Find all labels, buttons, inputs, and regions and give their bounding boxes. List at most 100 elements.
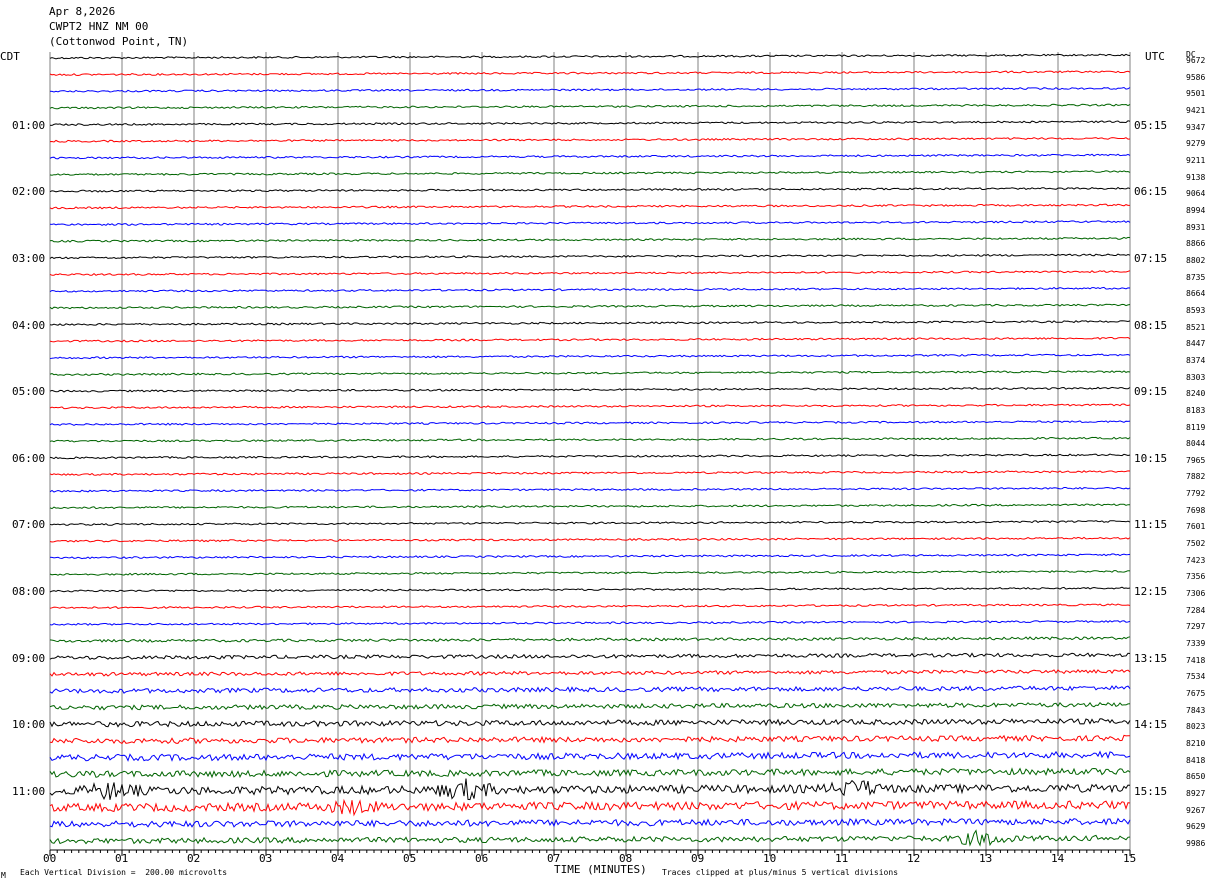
dc-offset-label: 8183	[1186, 405, 1206, 415]
x-tick-label: 01	[115, 852, 129, 865]
x-tick-label: 06	[475, 852, 489, 865]
dc-offset-label: 8374	[1186, 355, 1206, 365]
dc-offset-label: 7965	[1186, 455, 1206, 465]
dc-offset-title: DC	[1186, 50, 1196, 59]
seismic-trace	[49, 652, 1131, 660]
right-hour-label: 09:15	[1134, 385, 1168, 399]
seismic-trace	[49, 253, 1131, 260]
dc-offset-label: 7698	[1186, 505, 1206, 515]
seismic-trace	[49, 270, 1131, 276]
dc-offset-label: 8240	[1186, 389, 1206, 399]
right-hour-label: 06:15	[1134, 185, 1168, 199]
seismic-trace	[49, 470, 1131, 476]
dc-offset-label: 7356	[1186, 572, 1206, 582]
seismic-trace	[49, 353, 1131, 360]
dc-offset-label: 9501	[1186, 89, 1206, 99]
dc-offset-label: 7284	[1186, 605, 1206, 615]
seismic-trace	[49, 70, 1131, 77]
station-location: (Cottonwod Point, TN)	[49, 35, 189, 48]
x-tick-label: 09	[691, 852, 705, 865]
seismic-trace	[49, 536, 1131, 543]
x-tick-label: 03	[259, 852, 273, 865]
left-hour-label: 11:00	[12, 785, 46, 799]
seismic-trace	[49, 103, 1131, 110]
seismic-trace	[49, 403, 1131, 410]
seismic-trace	[49, 750, 1131, 762]
seismic-trace	[49, 829, 1131, 847]
seismic-trace	[49, 137, 1131, 143]
dc-offset-label: 9629	[1186, 822, 1206, 832]
dc-offset-label: 7843	[1186, 705, 1206, 715]
dc-offset-label: 8802	[1186, 255, 1206, 265]
left-hour-label: 04:00	[12, 318, 46, 332]
dc-offset-label: 8650	[1186, 772, 1206, 782]
x-tick-label: 00	[43, 852, 57, 865]
x-tick-label: 15	[1123, 852, 1137, 865]
dc-offset-label: 7502	[1186, 539, 1206, 549]
left-hour-label: 07:00	[12, 518, 46, 532]
local-time-axis-title: CDT	[0, 50, 20, 63]
minute-grid	[49, 52, 1131, 850]
station-code: CWPT2 HNZ NM 00	[49, 20, 149, 33]
seismic-trace	[49, 420, 1131, 426]
right-hour-label: 10:15	[1134, 451, 1168, 465]
dc-offset-label: 8735	[1186, 272, 1206, 282]
seismic-trace	[49, 303, 1131, 310]
x-tick-label: 12	[907, 852, 921, 865]
seismic-trace	[49, 798, 1131, 817]
seismic-trace	[49, 570, 1131, 576]
left-hour-label: 03:00	[12, 251, 46, 265]
scale-note: Each Vertical Division = 200.00 microvol…	[20, 868, 228, 877]
dc-offset-label: 9347	[1186, 122, 1206, 132]
seismic-trace	[49, 436, 1131, 443]
left-hour-label: 02:00	[12, 185, 46, 199]
dc-offset-label: 9138	[1186, 172, 1206, 182]
time-axis	[49, 849, 1131, 856]
left-hour-label: 06:00	[12, 451, 46, 465]
x-tick-label: 08	[619, 852, 633, 865]
x-tick-label: 02	[187, 852, 201, 865]
right-hour-label: 11:15	[1134, 518, 1168, 532]
dc-offset-label: 7882	[1186, 472, 1206, 482]
seismic-trace	[49, 718, 1131, 728]
seismic-trace	[49, 186, 1131, 193]
utc-time-axis-title: UTC	[1145, 50, 1165, 63]
right-hour-label: 07:15	[1134, 251, 1168, 265]
seismic-trace	[49, 120, 1131, 127]
corner-mark: M	[1, 871, 6, 880]
right-hour-label: 05:15	[1134, 118, 1168, 132]
seismic-trace	[49, 636, 1131, 643]
dc-offset-label: 9672	[1186, 56, 1206, 65]
dc-offset-label: 7423	[1186, 555, 1206, 565]
plot-date: Apr 8,2026	[49, 5, 116, 18]
dc-offset-label: 8119	[1186, 422, 1206, 432]
seismic-trace	[49, 453, 1131, 460]
left-hour-label: 09:00	[12, 651, 46, 665]
dc-offset-label: 8994	[1186, 205, 1206, 215]
trace-group	[49, 53, 1131, 847]
seismic-trace	[49, 203, 1130, 210]
x-tick-label: 11	[835, 852, 849, 865]
dc-offset-label: 8521	[1186, 322, 1206, 332]
seismic-trace	[49, 701, 1131, 711]
seismic-trace	[49, 734, 1130, 745]
seismic-trace	[49, 86, 1131, 93]
seismic-trace	[49, 778, 1131, 801]
dc-offset-label: 7601	[1186, 522, 1206, 532]
dc-offset-label: 8593	[1186, 305, 1206, 315]
clip-note: Traces clipped at plus/minus 5 vertical …	[662, 868, 899, 877]
left-hour-label: 01:00	[12, 118, 46, 132]
seismic-trace	[49, 669, 1131, 677]
dc-offset-label: 8044	[1186, 439, 1206, 449]
dc-offset-label: 8023	[1186, 722, 1206, 732]
right-hour-label: 13:15	[1134, 651, 1168, 665]
dc-offset-label: 7792	[1186, 489, 1206, 499]
dc-offset-label: 8447	[1186, 339, 1206, 349]
dc-offset-label: 7534	[1186, 672, 1206, 682]
dc-offset-label: 8664	[1186, 289, 1206, 299]
dc-offset-label: 9211	[1186, 155, 1206, 165]
seismic-trace	[49, 53, 1131, 60]
dc-offset-label: 8418	[1186, 755, 1206, 765]
dc-offset-label: 9421	[1186, 105, 1206, 115]
dc-offset-label: 9064	[1186, 189, 1206, 199]
